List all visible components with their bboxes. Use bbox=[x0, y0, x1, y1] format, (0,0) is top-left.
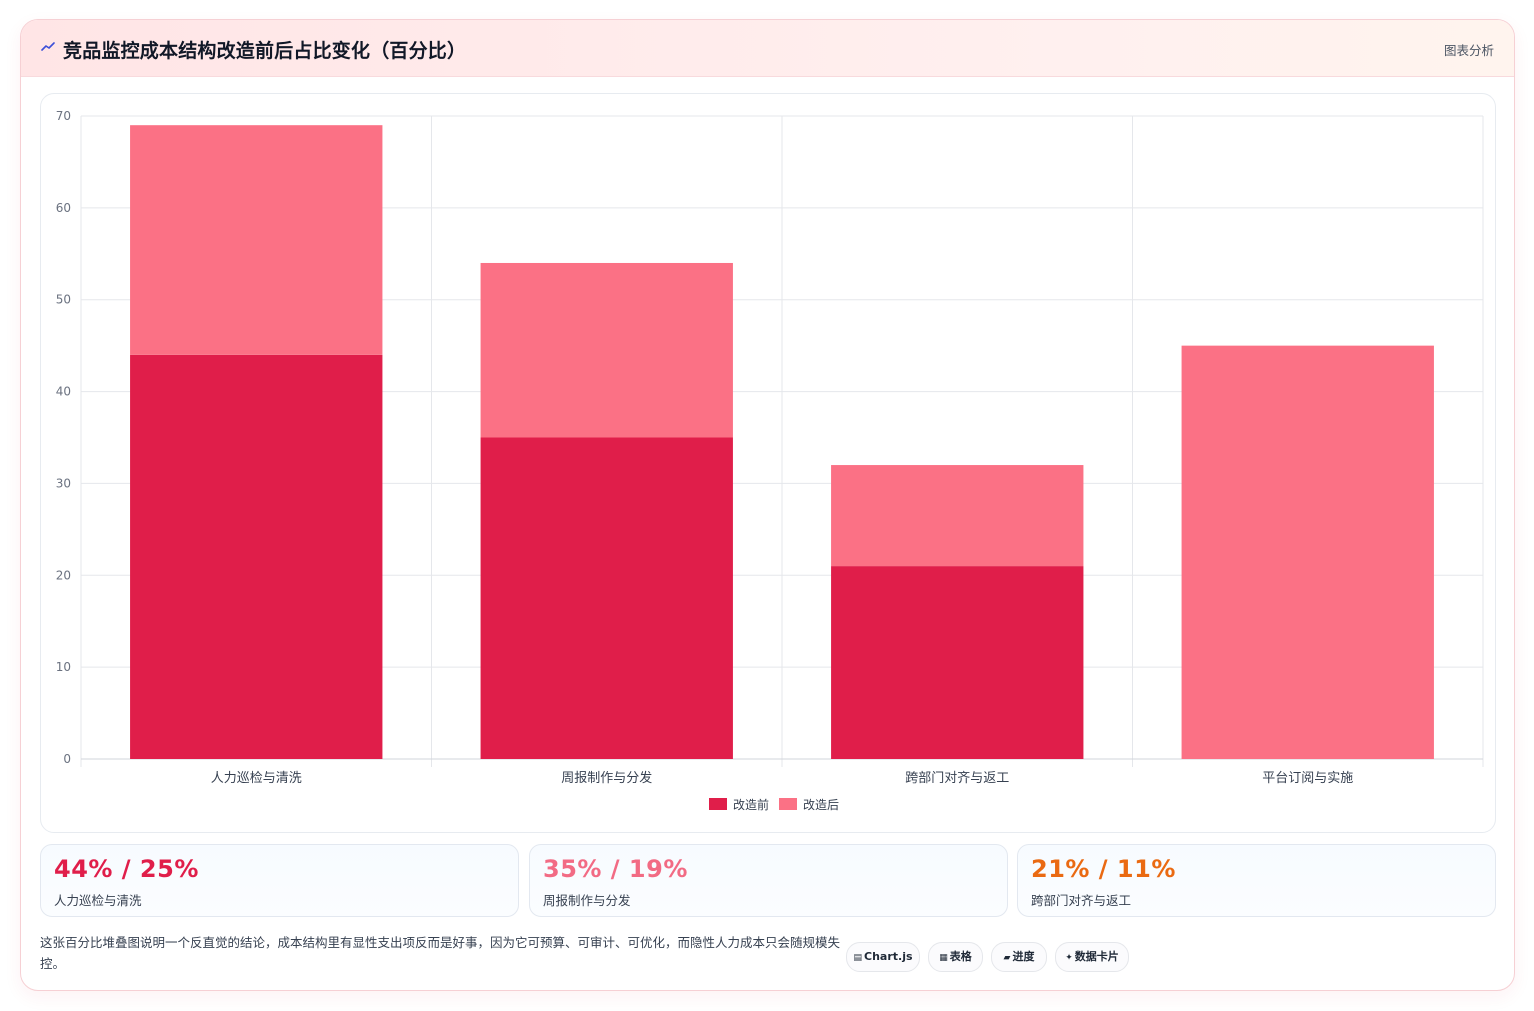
x-tick-label: 周报制作与分发 bbox=[561, 770, 652, 786]
legend-label: 改造后 bbox=[803, 798, 839, 812]
stat-label: 人力巡检与清洗 bbox=[54, 893, 142, 908]
progress-icon: ▰ bbox=[1003, 953, 1011, 963]
y-tick-label: 70 bbox=[56, 109, 71, 123]
stat-card-2: 35% / 19% 周报制作与分发 bbox=[529, 844, 1008, 917]
chart-card: 竞品监控成本结构改造前后占比变化（百分比） 图表分析 0 10 20 30 40 50 60… bbox=[20, 19, 1515, 991]
tag-label: 表格 bbox=[949, 950, 972, 963]
y-tick-label: 20 bbox=[56, 568, 71, 582]
y-tick-label: 30 bbox=[56, 476, 71, 490]
stat-label: 周报制作与分发 bbox=[543, 893, 631, 908]
tag-label: 进度 bbox=[1012, 950, 1035, 963]
tag-label: 数据卡片 bbox=[1074, 950, 1119, 963]
y-tick-label: 50 bbox=[56, 293, 71, 307]
chart-description: 这张百分比堆叠图说明一个反直觉的结论，成本结构里有显性支出项反而是好事，因为它可… bbox=[40, 935, 841, 971]
legend-swatch bbox=[709, 798, 727, 810]
stat-card-3: 21% / 11% 跨部门对齐与返工 bbox=[1017, 844, 1496, 917]
stat-value: 35% / 19% bbox=[543, 855, 688, 883]
x-tick-label: 平台订阅与实施 bbox=[1262, 771, 1353, 786]
stat-label: 跨部门对齐与返工 bbox=[1031, 893, 1132, 908]
bar-segment bbox=[480, 437, 733, 759]
legend-label: 改造前 bbox=[733, 797, 769, 812]
bar-segment bbox=[130, 125, 383, 355]
y-tick-label: 40 bbox=[56, 385, 71, 399]
y-tick-label: 10 bbox=[56, 660, 71, 674]
card-header: 竞品监控成本结构改造前后占比变化（百分比） 图表分析 bbox=[21, 20, 1514, 77]
sparkle-icon: ✦ bbox=[1065, 953, 1073, 963]
tag-progress[interactable]: ▰ 进度 bbox=[991, 942, 1047, 972]
chart-analysis-link[interactable]: 图表分析 bbox=[1443, 43, 1494, 58]
stat-card-1: 44% / 25% 人力巡检与清洗 bbox=[40, 844, 519, 917]
tag-chartjs[interactable]: ▤ Chart.js bbox=[846, 942, 920, 972]
stacked-bar-chart: 0 10 20 30 40 50 60 70 人力巡检与清洗 周报制作与分发 跨部门对齐与返工 平台订… bbox=[56, 109, 1484, 812]
x-tick-label: 跨部门对齐与返工 bbox=[905, 770, 1009, 786]
bar-segment bbox=[480, 262, 733, 438]
y-tick-label: 60 bbox=[56, 201, 71, 215]
trend-line-icon bbox=[41, 42, 55, 51]
tag-label: Chart.js bbox=[864, 950, 913, 963]
y-tick-label: 0 bbox=[63, 752, 71, 766]
chart-area: 0 10 20 30 40 50 60 70 人力巡检与清洗 周报制作与分发 跨部门对齐与返工 平台订… bbox=[40, 93, 1496, 833]
x-tick-label: 人力巡检与清洗 bbox=[211, 771, 302, 786]
table-icon: ▦ bbox=[939, 953, 948, 963]
bar-segment bbox=[831, 566, 1084, 759]
stat-value: 21% / 11% bbox=[1031, 855, 1176, 883]
bar-segment bbox=[831, 465, 1084, 567]
chart-icon: ▤ bbox=[853, 953, 862, 963]
bar-segment bbox=[130, 354, 383, 759]
tag-table[interactable]: ▦ 表格 bbox=[928, 942, 983, 972]
tag-data-card[interactable]: ✦ 数据卡片 bbox=[1055, 942, 1129, 972]
chart-title: 竞品监控成本结构改造前后占比变化（百分比） bbox=[63, 40, 467, 62]
bar-segment bbox=[1181, 345, 1434, 759]
legend-swatch bbox=[779, 798, 797, 810]
stat-value: 44% / 25% bbox=[54, 855, 199, 883]
